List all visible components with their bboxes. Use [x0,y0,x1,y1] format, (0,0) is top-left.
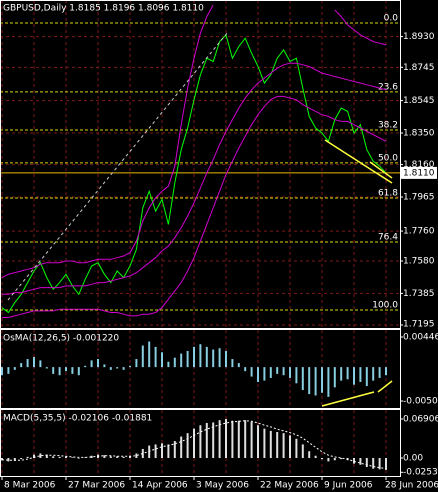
y-tick-label: 1.8930 [403,32,435,42]
line [2,62,387,295]
price-label: 1.8110 [403,168,435,178]
level-label: 50.0 [378,153,398,163]
x-tick-label: 9 Jun 2006 [324,481,373,491]
y-tick-label: -0.02535 [403,468,438,478]
frames [0,0,401,477]
macd-frame [0,409,401,477]
panel-title: MACD(5,35,5) -0.02106 -0.01881 [3,414,152,424]
y-tick-label: 1.8350 [403,128,435,138]
y-tick-label: 0.06906 [403,414,438,424]
level-label: 0.0 [384,13,399,23]
panel-title: OsMA(12,26,5) -0.001220 [3,334,119,344]
y-tick-label: 0.00 [403,453,423,463]
drawn-objects [7,31,393,407]
panel [1,330,387,408]
level-label: 23.6 [378,82,398,92]
trend-line [369,161,393,179]
y-tick-label: 0.004465 [403,332,438,342]
trend-line [324,139,393,184]
y-tick-label: 1.8545 [403,96,435,106]
osma-frame [0,329,401,409]
y-tick-label: 1.7580 [403,257,435,267]
price-box [401,166,437,179]
line [2,95,387,318]
line [1,420,387,470]
line [1,33,387,314]
level-label: 38.2 [378,121,398,131]
y-tick-label: 1.8160 [403,160,435,170]
y-tick-label: 1.7760 [403,227,435,237]
y-tick-label: -0.00502 [403,397,438,407]
level-label: 76.4 [378,233,398,243]
level-label: 100.0 [372,301,398,311]
level-label: 61.8 [378,188,398,198]
x-tick-label: 28 Jun 2006 [385,481,438,491]
x-tick-label: 8 Mar 2006 [4,481,56,491]
x-tick-label: 22 May 2006 [260,481,319,491]
line [1,4,387,279]
panel [1,410,387,476]
main-frame [0,0,401,329]
y-tick-label: 1.7195 [403,320,435,330]
x-tick-label: 14 Apr 2006 [132,481,188,491]
panel-title: GBPUSD,Daily 1.8185 1.8196 1.8096 1.8110 [3,4,204,14]
y-tick-label: 1.8745 [403,63,435,73]
panel: 0.0 23.6 38.2 50.0 61.8 76.4 100.0 [0,0,400,328]
y-tick-label: 1.7965 [403,192,435,202]
y-tick-label: 1.7385 [403,289,435,299]
x-tick-label: 3 May 2006 [196,481,249,491]
trend-line [7,31,229,301]
trend-line [377,380,393,393]
x-tick-label: 27 Mar 2006 [68,481,125,491]
trend-line [321,391,375,407]
